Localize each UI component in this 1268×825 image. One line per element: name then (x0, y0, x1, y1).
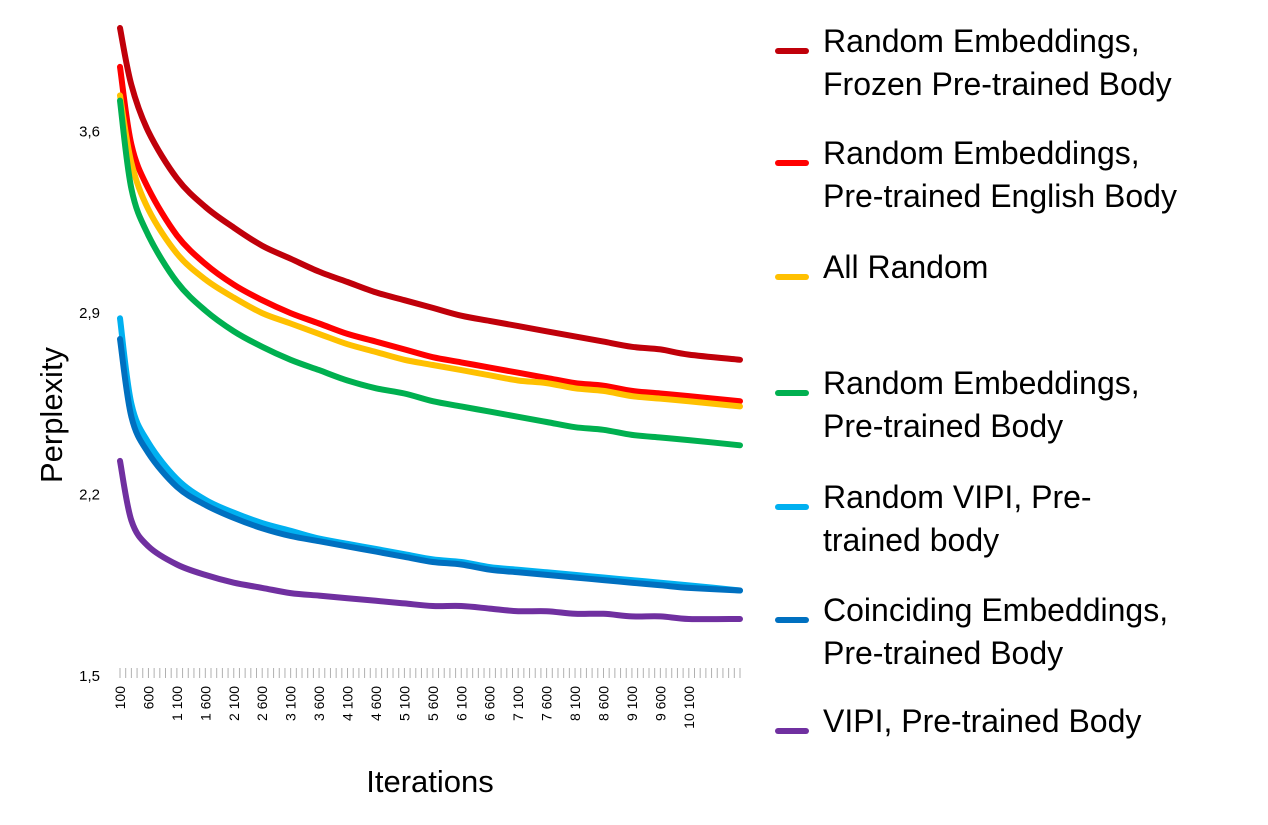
legend-label: Random Embeddings, (823, 135, 1140, 171)
series-line-7 (117, 457, 743, 623)
x-tick-label: 1 600 (197, 686, 213, 721)
legend-item: VIPI, Pre-trained Body (775, 703, 1141, 739)
legend-label: Frozen Pre-trained Body (823, 66, 1172, 102)
x-tick-label: 3 100 (283, 686, 299, 721)
y-axis-ticks: 1,5 2,2 2,9 3,6 (79, 124, 100, 685)
series-line-4 (117, 97, 743, 449)
x-tick-label: 4 100 (340, 686, 356, 721)
x-tick-label: 10 100 (681, 686, 697, 729)
legend-label: Random Embeddings, (823, 23, 1140, 59)
x-tick-label: 3 600 (311, 686, 327, 721)
legend-label: Random VIPI, Pre- (823, 479, 1092, 515)
x-tick-label: 6 600 (482, 686, 498, 721)
x-axis-ticks: 100 600 1 100 1 600 2 100 2 600 3 100 3 600 4 10… (112, 686, 697, 729)
y-tick-label: 3,6 (79, 124, 100, 141)
x-tick-label: 7 600 (539, 686, 555, 721)
legend-label: Pre-trained Body (823, 408, 1063, 444)
series-line-6 (117, 336, 743, 594)
x-tick-label: 5 100 (396, 686, 412, 721)
series-line-3 (117, 92, 743, 410)
x-tick-label: 2 100 (226, 686, 242, 721)
x-tick-label: 1 100 (169, 686, 185, 721)
x-tick-label: 600 (140, 686, 156, 710)
legend-label: Pre-trained English Body (823, 178, 1177, 214)
x-tick-label: 6 100 (453, 686, 469, 721)
legend-label: Random Embeddings, (823, 365, 1140, 401)
x-axis-minor-ticks (119, 668, 741, 678)
legend-item: Coinciding Embeddings, Pre-trained Body (775, 592, 1168, 671)
legend-label: trained body (823, 522, 999, 558)
legend-label: Pre-trained Body (823, 635, 1063, 671)
x-tick-label: 5 600 (425, 686, 441, 721)
x-tick-label: 4 600 (368, 686, 384, 721)
series-line-1 (117, 25, 743, 363)
x-tick-label: 9 100 (624, 686, 640, 721)
y-tick-label: 1,5 (79, 668, 100, 685)
x-tick-label: 8 100 (567, 686, 583, 721)
x-tick-label: 8 600 (595, 686, 611, 721)
plot-area: 1,5 2,2 2,9 3,6 100 600 1 100 1 600 2 100 2 600 3… (79, 25, 743, 729)
x-tick-label: 100 (112, 686, 128, 710)
y-tick-label: 2,2 (79, 487, 100, 504)
legend-item: Random VIPI, Pre-trained body (775, 479, 1092, 558)
x-tick-label: 9 600 (652, 686, 668, 721)
legend-label: Coinciding Embeddings, (823, 592, 1168, 628)
legend-item: All Random (775, 249, 988, 285)
x-tick-label: 2 600 (254, 686, 270, 721)
legend-label: All Random (823, 249, 988, 285)
series-lines (117, 25, 743, 623)
legend-item: Random Embeddings, Frozen Pre-trained Bod… (775, 23, 1172, 102)
legend-label: VIPI, Pre-trained Body (823, 703, 1141, 739)
legend-item: Random Embeddings, Pre-trained Body (775, 365, 1140, 444)
y-axis-title: Perplexity (34, 346, 69, 483)
legend: Random Embeddings, Frozen Pre-trained Bod… (775, 23, 1177, 739)
y-tick-label: 2,9 (79, 305, 100, 322)
legend-item: Random Embeddings, Pre-trained English Bo… (775, 135, 1177, 214)
x-tick-label: 7 100 (510, 686, 526, 721)
x-axis-title: Iterations (366, 764, 494, 799)
series-line-2 (117, 63, 743, 405)
